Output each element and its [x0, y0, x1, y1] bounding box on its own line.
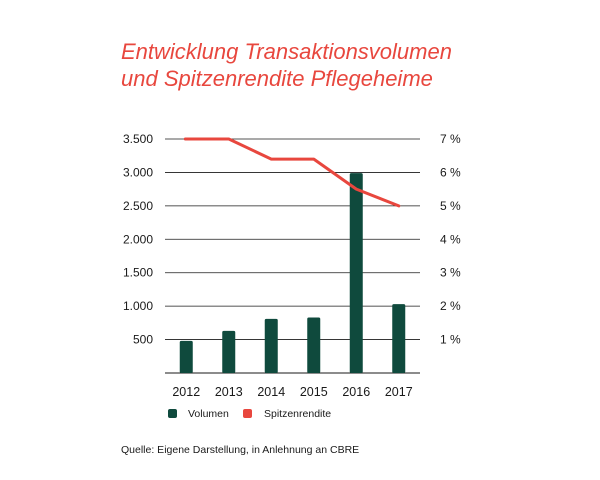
source-note: Quelle: Eigene Darstellung, in Anlehnung…: [121, 444, 360, 456]
legend-label-volumen: Volumen: [188, 408, 229, 420]
line-spitzenrendite: [183, 137, 401, 208]
y-left-tick-label: 1.000: [123, 299, 153, 313]
bar-volumen: [307, 317, 321, 373]
y-right-tick-label: 6 %: [440, 165, 461, 179]
chart-title: Entwicklung Transaktionsvolumen und Spit…: [121, 38, 452, 92]
y-left-tick-label: 3.000: [123, 165, 153, 179]
legend-swatch-spitzenrendite: [243, 409, 252, 418]
bar-volumen: [179, 340, 193, 373]
bar-volumen: [392, 304, 406, 373]
y-right-tick-label: 5 %: [440, 199, 461, 213]
y-right-tick-label: 2 %: [440, 299, 461, 313]
x-tick-label: 2012: [172, 385, 200, 399]
x-tick-label: 2016: [342, 385, 370, 399]
y-left-tick-label: 1.500: [123, 266, 153, 280]
y-right-tick-label: 1 %: [440, 333, 461, 347]
bar-volumen: [222, 330, 236, 373]
y-right-tick-label: 3 %: [440, 266, 461, 280]
legend-swatch-volumen: [168, 409, 177, 418]
y-left-tick-label: 2.500: [123, 199, 153, 213]
chart-area: 500 1.000 1.500 2.000 2.500 3.000 3.500 1 % 2 % 3…: [123, 132, 461, 420]
y-right-tick-label: 4 %: [440, 232, 461, 246]
x-tick-label: 2014: [257, 385, 285, 399]
bar-volumen: [349, 173, 363, 373]
chart-title-line-2: und Spitzenrendite Pflegeheime: [121, 66, 433, 91]
y-left-tick-label: 500: [133, 333, 153, 347]
x-tick-label: 2017: [385, 385, 413, 399]
bar-volumen: [264, 318, 278, 373]
y-left-tick-label: 2.000: [123, 232, 153, 246]
legend-label-spitzenrendite: Spitzenrendite: [264, 408, 331, 420]
x-tick-label: 2013: [215, 385, 243, 399]
y-left-tick-label: 3.500: [123, 132, 153, 146]
x-tick-label: 2015: [300, 385, 328, 399]
y-right-tick-label: 7 %: [440, 132, 461, 146]
chart-title-line-1: Entwicklung Transaktionsvolumen: [121, 39, 452, 64]
